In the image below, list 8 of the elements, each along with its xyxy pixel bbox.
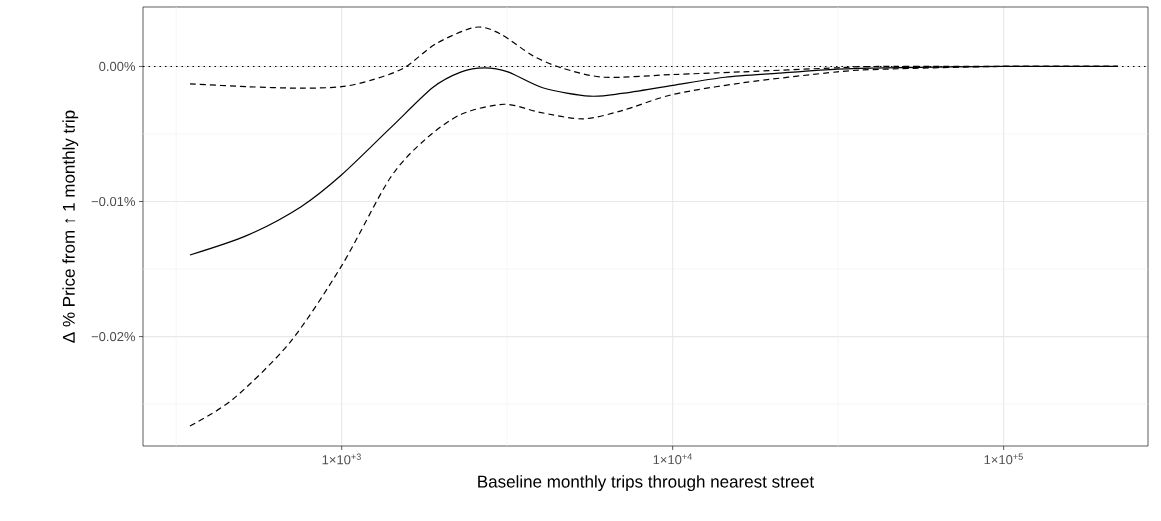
x-tick-label: 1×10$^{+4}$ (653, 453, 692, 465)
y-tick-label: −0.02% (91, 331, 136, 342)
y-tick-label: −0.01% (91, 196, 136, 207)
y-tick-label: 0.00% (99, 61, 136, 72)
x-tick-label: 1×10$^{+5}$ (984, 453, 1023, 465)
x-tick-label: 1×10$^{+3}$ (322, 453, 361, 465)
x-axis-title: Baseline monthly trips through nearest street (478, 475, 814, 492)
y-axis-title: Δ % Price from ↑ 1 monthly trip (62, 110, 79, 343)
